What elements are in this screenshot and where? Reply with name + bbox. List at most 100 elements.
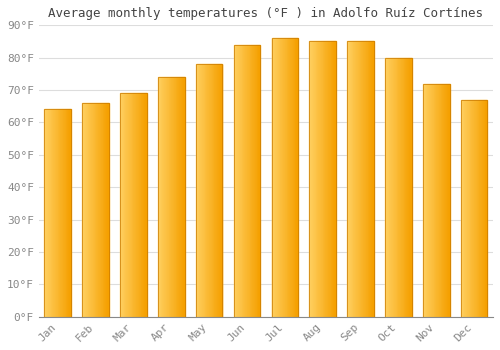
Bar xyxy=(411,58,412,317)
Bar xyxy=(294,38,296,317)
Bar xyxy=(322,41,324,317)
Bar xyxy=(196,64,197,317)
Bar xyxy=(283,38,284,317)
Bar xyxy=(483,100,484,317)
Bar xyxy=(176,77,178,317)
Bar xyxy=(179,77,180,317)
Bar xyxy=(387,58,388,317)
Bar xyxy=(137,93,138,317)
Bar xyxy=(86,103,87,317)
Bar xyxy=(93,103,94,317)
Bar xyxy=(91,103,92,317)
Bar xyxy=(123,93,124,317)
Bar xyxy=(425,84,426,317)
Bar xyxy=(240,45,241,317)
Bar xyxy=(252,45,253,317)
Bar xyxy=(402,58,403,317)
Bar xyxy=(312,41,313,317)
Bar xyxy=(467,100,468,317)
Bar xyxy=(316,41,318,317)
Bar xyxy=(359,41,360,317)
Bar xyxy=(296,38,297,317)
Bar xyxy=(348,41,374,317)
Bar xyxy=(277,38,278,317)
Bar xyxy=(272,38,274,317)
Bar xyxy=(363,41,364,317)
Bar xyxy=(292,38,293,317)
Bar xyxy=(126,93,128,317)
Bar xyxy=(324,41,326,317)
Bar xyxy=(473,100,474,317)
Bar xyxy=(253,45,254,317)
Bar xyxy=(54,110,55,317)
Bar xyxy=(351,41,352,317)
Bar xyxy=(158,77,159,317)
Bar xyxy=(166,77,167,317)
Bar xyxy=(94,103,96,317)
Bar xyxy=(134,93,135,317)
Bar xyxy=(82,103,109,317)
Bar xyxy=(390,58,392,317)
Bar xyxy=(170,77,172,317)
Bar xyxy=(470,100,472,317)
Bar xyxy=(469,100,470,317)
Bar xyxy=(128,93,129,317)
Bar xyxy=(310,41,336,317)
Bar xyxy=(212,64,214,317)
Bar xyxy=(104,103,106,317)
Bar xyxy=(409,58,410,317)
Bar xyxy=(404,58,406,317)
Bar xyxy=(140,93,141,317)
Bar xyxy=(175,77,176,317)
Bar xyxy=(254,45,255,317)
Bar xyxy=(315,41,316,317)
Bar xyxy=(245,45,246,317)
Bar xyxy=(461,100,462,317)
Bar xyxy=(360,41,362,317)
Bar xyxy=(385,58,411,317)
Bar xyxy=(200,64,201,317)
Bar xyxy=(198,64,200,317)
Bar xyxy=(106,103,107,317)
Bar xyxy=(285,38,286,317)
Bar xyxy=(211,64,212,317)
Bar xyxy=(426,84,428,317)
Bar xyxy=(461,100,487,317)
Bar xyxy=(180,77,181,317)
Bar xyxy=(241,45,242,317)
Bar xyxy=(408,58,409,317)
Bar xyxy=(92,103,93,317)
Bar xyxy=(210,64,211,317)
Bar xyxy=(44,110,71,317)
Bar xyxy=(183,77,184,317)
Bar xyxy=(464,100,466,317)
Bar xyxy=(66,110,68,317)
Bar xyxy=(278,38,280,317)
Bar xyxy=(201,64,202,317)
Bar xyxy=(332,41,334,317)
Bar xyxy=(321,41,322,317)
Bar xyxy=(100,103,101,317)
Bar xyxy=(204,64,206,317)
Bar xyxy=(88,103,90,317)
Bar xyxy=(239,45,240,317)
Bar xyxy=(84,103,85,317)
Bar xyxy=(373,41,374,317)
Bar xyxy=(482,100,483,317)
Bar xyxy=(203,64,204,317)
Bar xyxy=(466,100,467,317)
Bar xyxy=(48,110,49,317)
Bar xyxy=(64,110,65,317)
Bar xyxy=(167,77,168,317)
Bar xyxy=(182,77,183,317)
Bar xyxy=(348,41,349,317)
Bar xyxy=(216,64,217,317)
Bar xyxy=(481,100,482,317)
Bar xyxy=(102,103,104,317)
Bar xyxy=(276,38,277,317)
Bar xyxy=(249,45,250,317)
Bar xyxy=(130,93,131,317)
Bar xyxy=(47,110,48,317)
Bar xyxy=(365,41,366,317)
Bar xyxy=(445,84,446,317)
